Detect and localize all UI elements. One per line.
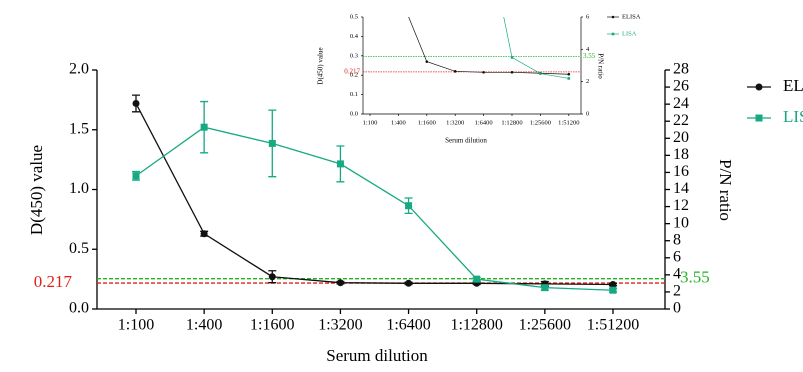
- y2-axis-title: P/N ratio: [596, 53, 604, 79]
- legend-marker: [755, 114, 763, 122]
- y-tick-label: 2.0: [69, 61, 89, 78]
- marker: [453, 70, 457, 73]
- y-tick-label: 0.0: [350, 110, 358, 117]
- y2-tick-label: 26: [673, 78, 689, 95]
- marker: [132, 172, 140, 180]
- marker: [268, 273, 276, 281]
- y2-tick-label: 2: [673, 283, 681, 300]
- x-axis-title: Serum dilution: [445, 137, 487, 145]
- marker: [609, 286, 617, 294]
- y2-tick-label: 2: [586, 78, 589, 85]
- x-tick-label: 1:12800: [450, 317, 502, 334]
- marker: [132, 99, 140, 107]
- x-tick-label: 1:100: [363, 119, 378, 126]
- x-tick-label: 1:25600: [519, 317, 571, 334]
- x-tick-label: 1:1600: [250, 317, 294, 334]
- y-tick-label: 0.5: [69, 240, 89, 257]
- x-tick-label: 1:51200: [558, 119, 579, 126]
- y-tick-label: 1.0: [69, 180, 89, 197]
- x-tick-label: 1:3200: [318, 317, 362, 334]
- marker: [482, 70, 485, 74]
- main-chart: 0.00.51.01.52.00246810121416182022242628…: [27, 61, 803, 365]
- marker: [336, 160, 344, 168]
- legend-marker: [611, 15, 615, 19]
- x-tick-label: 1:400: [186, 317, 222, 334]
- series-line: [135, 126, 614, 291]
- x-tick-label: 1:3200: [446, 119, 464, 126]
- y2-tick-label: 12: [673, 197, 689, 214]
- reference-label: 0.217: [344, 68, 360, 76]
- reference-label: 3.55: [680, 268, 710, 287]
- y2-tick-label: 0: [586, 110, 589, 117]
- marker: [336, 279, 344, 287]
- y2-tick-label: 8: [673, 231, 681, 248]
- y-tick-label: 0.4: [350, 33, 359, 40]
- x-tick-label: 1:6400: [386, 317, 430, 334]
- y2-tick-label: 6: [586, 13, 590, 20]
- legend-marker: [611, 32, 615, 36]
- marker: [609, 281, 617, 289]
- legend-label: LISA: [622, 30, 637, 37]
- y2-tick-label: 24: [673, 95, 689, 112]
- legend-label: ELISA: [622, 13, 641, 20]
- marker: [541, 284, 549, 292]
- x-axis-title: Serum dilution: [326, 346, 428, 365]
- marker: [510, 70, 514, 74]
- y-tick-label: 0.3: [350, 52, 358, 59]
- marker: [539, 72, 542, 75]
- x-tick-label: 1:6400: [475, 119, 493, 126]
- inset-chart: 0.0 0.1 0.2 0.3 0.4 0.5 0 2 4 6 1:100 1:400 1:1600 1:…: [317, 13, 641, 145]
- y2-tick-label: 4: [586, 46, 590, 53]
- y-tick-label: 0.1: [350, 91, 358, 98]
- y2-tick-label: 28: [673, 61, 689, 78]
- legend-label: LISA: [783, 107, 803, 126]
- series-line: [503, 17, 569, 79]
- y2-tick-label: 10: [673, 214, 689, 231]
- y-axis-title: D(450) value: [27, 145, 46, 235]
- marker: [200, 230, 208, 238]
- y-tick-label: 0.0: [69, 300, 89, 317]
- y-tick-label: 1.5: [69, 120, 89, 137]
- y-axis-title: D(450) value: [317, 47, 325, 84]
- marker: [425, 60, 429, 63]
- legend-marker: [755, 83, 763, 91]
- y2-tick-label: 14: [673, 180, 689, 197]
- y2-tick-label: 22: [673, 112, 689, 129]
- series-line: [135, 103, 613, 286]
- x-tick-label: 1:1600: [418, 119, 436, 126]
- plot-area: [408, 17, 571, 80]
- reference-label: 3.55: [583, 52, 596, 60]
- y2-tick-label: 16: [673, 163, 689, 180]
- y2-tick-label: 20: [673, 129, 689, 146]
- marker: [405, 202, 413, 210]
- marker: [510, 56, 514, 59]
- x-tick-label: 1:25600: [530, 119, 551, 126]
- x-tick-label: 1:12800: [501, 119, 522, 126]
- legend-label: ELISA: [783, 76, 803, 95]
- marker: [268, 139, 276, 147]
- marker: [567, 77, 571, 80]
- series-line: [408, 17, 569, 75]
- marker: [200, 123, 208, 131]
- y-tick-label: 0.2: [350, 72, 358, 79]
- marker: [473, 275, 481, 283]
- y2-tick-label: 6: [673, 248, 681, 265]
- y2-tick-label: 18: [673, 146, 689, 163]
- y2-tick-label: 0: [673, 300, 681, 317]
- x-tick-label: 1:51200: [587, 317, 639, 334]
- x-tick-label: 1:400: [391, 119, 406, 126]
- y2-axis-title: P/N ratio: [716, 159, 735, 221]
- marker: [567, 72, 571, 76]
- y2-tick-label: 4: [673, 266, 681, 283]
- y-tick-label: 0.5: [350, 13, 358, 20]
- marker: [405, 279, 413, 287]
- plot-area: [132, 94, 617, 294]
- reference-label: 0.217: [34, 272, 73, 291]
- x-tick-label: 1:100: [118, 317, 154, 334]
